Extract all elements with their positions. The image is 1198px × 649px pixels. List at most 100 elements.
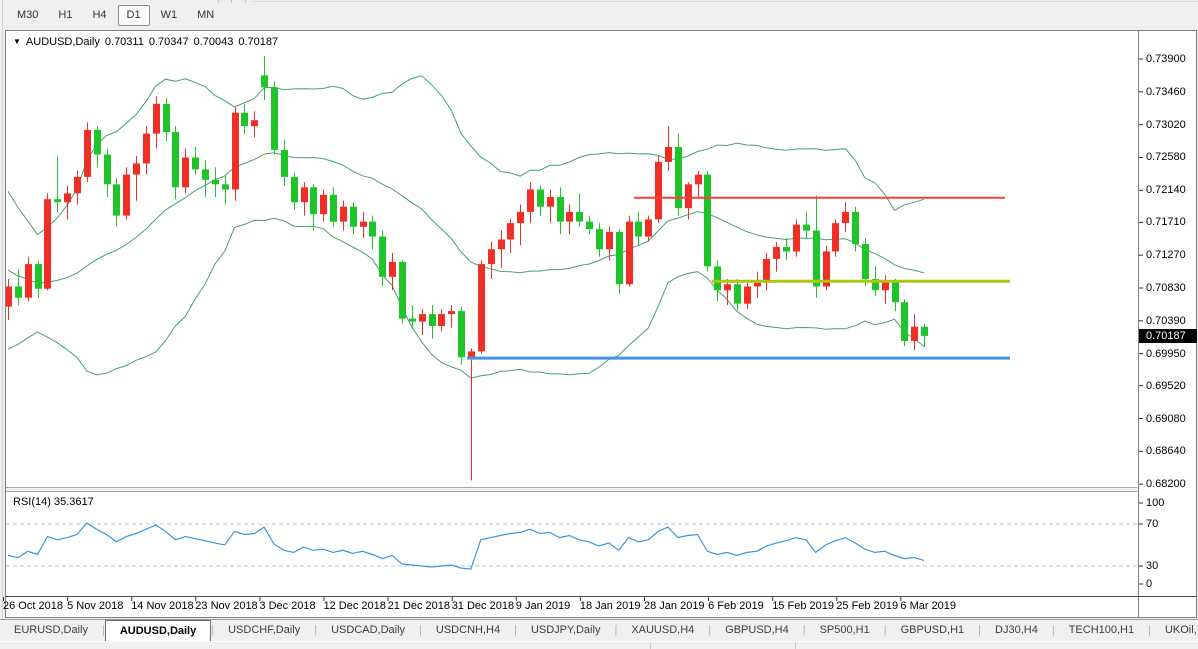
candle (596, 229, 603, 250)
candle (350, 206, 357, 227)
candle (724, 284, 731, 291)
candle (25, 264, 32, 298)
tab-usdcnh-h4[interactable]: USDCNH,H4 (435, 624, 501, 636)
candle (901, 302, 908, 341)
tab-sp500-h1[interactable]: SP500,H1 (819, 624, 870, 636)
candle (478, 264, 485, 352)
candle (488, 249, 495, 265)
candle (360, 221, 367, 227)
rsi-line (7, 522, 925, 570)
date-axis-label: 12 Dec 2018 (323, 600, 386, 612)
timeframe-button-d1[interactable]: D1 (117, 5, 150, 26)
toolbar-top-mark (218, 0, 219, 3)
candle (685, 184, 692, 209)
chart-title: ▼ AUDUSD,Daily 0.70311 0.70347 0.70043 0.7018… (13, 36, 278, 48)
candle (192, 157, 199, 170)
rsi-pane-bottom-border (5, 596, 1197, 597)
tab-separator: | (419, 624, 422, 636)
pane-splitter[interactable] (6, 487, 1137, 492)
price-axis-label: 0.69950 (1146, 347, 1186, 360)
candle (104, 154, 111, 185)
toolbar-top-divider (253, 1, 1198, 2)
candle (271, 87, 278, 150)
date-axis-label: 26 Oct 2018 (3, 600, 63, 612)
candle (379, 236, 386, 277)
price-axis-label: 0.73460 (1146, 85, 1186, 98)
candle (862, 244, 869, 280)
candle (113, 184, 120, 216)
candle (813, 230, 820, 287)
toolbar-top-mark (245, 0, 246, 3)
date-axis-label: 6 Mar 2019 (900, 600, 957, 612)
current-price-badge: 0.70187 (1139, 328, 1197, 343)
candle (163, 103, 170, 133)
candle (330, 194, 337, 222)
candle (281, 150, 288, 177)
timeframe-button-m30[interactable]: M30 (17, 9, 39, 21)
candle (557, 197, 564, 222)
timeframe-button-w1[interactable]: W1 (160, 9, 178, 21)
date-axis-label: 6 Feb 2019 (708, 600, 764, 612)
candle (251, 120, 258, 127)
candle (616, 232, 623, 285)
chart-area[interactable] (5, 30, 1197, 618)
candle (438, 314, 445, 326)
candle (734, 284, 741, 304)
candle (704, 174, 711, 267)
timeframe-button-h1[interactable]: H1 (58, 9, 73, 21)
candle (586, 221, 593, 230)
candle (773, 247, 780, 259)
ohlc-open: 0.70311 (104, 36, 144, 48)
date-axis-label: 14 Nov 2018 (131, 600, 194, 612)
candle (74, 176, 81, 194)
candle (507, 223, 514, 240)
tab-dj30-h4[interactable]: DJ30,H4 (995, 624, 1038, 636)
tab-audusd-daily[interactable]: AUDUSD,Daily (104, 620, 212, 641)
price-axis-label: 0.71710 (1146, 216, 1186, 229)
candle (695, 174, 702, 185)
tab-usdchf-daily[interactable]: USDCHF,Daily (228, 624, 301, 636)
candle (527, 189, 534, 212)
candle (222, 184, 229, 190)
candle (882, 281, 889, 291)
tab-gbpusd-h1[interactable]: GBPUSD,H1 (900, 624, 965, 636)
timeframe-button-h4[interactable]: H4 (92, 9, 107, 21)
candle (842, 211, 849, 224)
chart-dropdown-icon[interactable]: ▼ (13, 37, 21, 46)
candle (547, 197, 554, 207)
candle (143, 133, 150, 164)
price-axis-label: 0.73020 (1146, 118, 1186, 131)
candle (35, 264, 42, 289)
status-bar-divider (650, 643, 651, 649)
candle (655, 161, 662, 220)
tab-gbpusd-h4[interactable]: GBPUSD,H4 (725, 624, 789, 636)
rsi-name: RSI(14) (13, 496, 51, 508)
tab-xauusd-h4[interactable]: XAUUSD,H4 (631, 624, 695, 636)
candle (369, 221, 376, 237)
candle (911, 326, 918, 341)
tab-ukoil[interactable]: UKOil, (1164, 624, 1197, 636)
date-axis-label: 21 Dec 2018 (387, 600, 450, 612)
candle (64, 193, 71, 203)
price-axis-label: 0.72580 (1146, 151, 1186, 164)
candle (823, 251, 830, 287)
candle (340, 206, 347, 222)
price-axis-label: 0.73900 (1146, 53, 1186, 65)
candle (458, 311, 465, 358)
candle (576, 211, 583, 222)
tab-separator: | (211, 624, 215, 636)
tab-usdcad-daily[interactable]: USDCAD,Daily (331, 624, 406, 636)
candle (498, 239, 505, 250)
candle (212, 179, 219, 185)
tab-tech100-h1[interactable]: TECH100,H1 (1068, 624, 1135, 636)
timeframe-button-mn[interactable]: MN (197, 9, 215, 21)
ohlc-low: 0.70043 (193, 36, 234, 48)
date-axis-label: 18 Jan 2019 (579, 600, 641, 612)
candle (44, 199, 51, 289)
candle (921, 326, 928, 336)
candle (626, 221, 633, 285)
tab-usdjpy-daily[interactable]: USDJPY,Daily (530, 624, 601, 636)
tab-eurusd-daily[interactable]: EURUSD,Daily (14, 624, 88, 636)
